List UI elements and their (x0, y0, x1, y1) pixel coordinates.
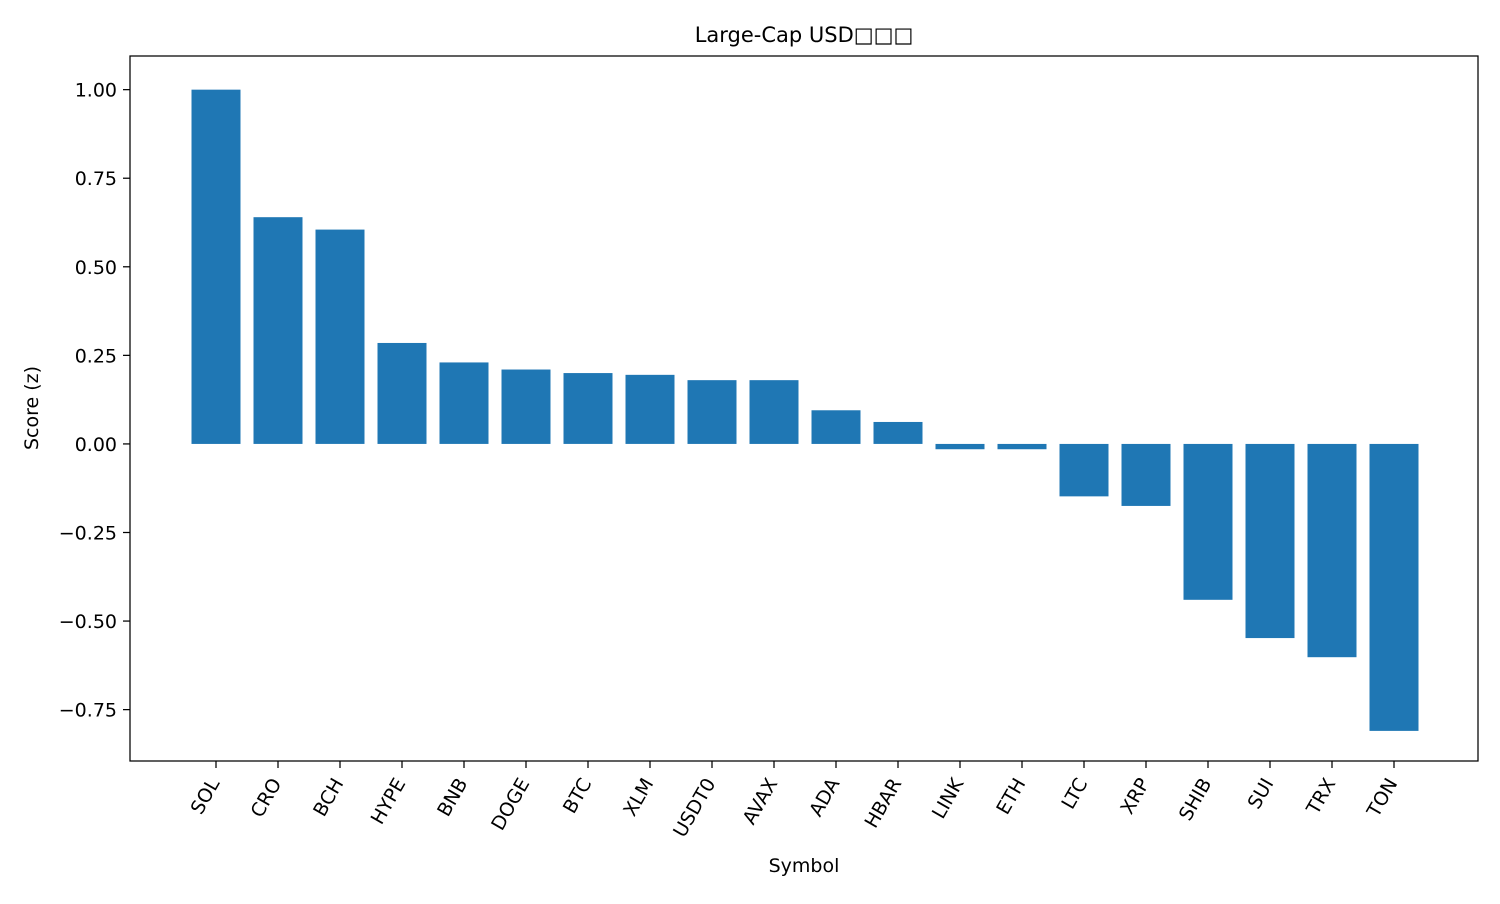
y-tick-label: 0.25 (75, 345, 117, 367)
y-tick-label: 0.00 (75, 434, 117, 456)
bar-xrp (1121, 443, 1171, 506)
bar-bnb (439, 362, 489, 444)
bar-usdt0 (687, 380, 737, 444)
y-tick-label: 0.50 (75, 257, 117, 279)
bar-trx (1307, 443, 1357, 658)
x-axis-label: Symbol (769, 855, 840, 877)
bar-hype (377, 342, 427, 444)
y-tick-label: −0.75 (59, 700, 117, 722)
chart-title: Large-Cap USD□□□ (695, 23, 914, 47)
bar-link (935, 443, 985, 450)
bar-ton (1369, 443, 1419, 731)
y-tick-label: 1.00 (75, 80, 117, 102)
bar-sui (1245, 443, 1295, 639)
bar-hbar (873, 421, 923, 444)
bar-shib (1183, 443, 1233, 600)
y-axis-ticks: −0.75 −0.50 −0.25 0.00 0.25 0.50 0.75 1.00 (59, 80, 130, 722)
bar-doge (501, 369, 551, 444)
bars-layer (191, 89, 1419, 731)
y-tick-label: 0.75 (75, 168, 117, 190)
y-tick-label: −0.25 (59, 522, 117, 544)
bar-sol (191, 89, 241, 444)
y-tick-label: −0.50 (59, 611, 117, 633)
plot-frame (129, 55, 1479, 762)
bar-bch (315, 229, 365, 444)
bar-ada (811, 410, 861, 444)
bar-cro (253, 217, 303, 444)
bar-avax (749, 380, 799, 444)
bar-btc (563, 373, 613, 444)
bar-eth (997, 443, 1047, 450)
bar-ltc (1059, 443, 1109, 497)
bar-xlm (625, 374, 675, 444)
y-axis-label: Score (z) (21, 366, 43, 450)
